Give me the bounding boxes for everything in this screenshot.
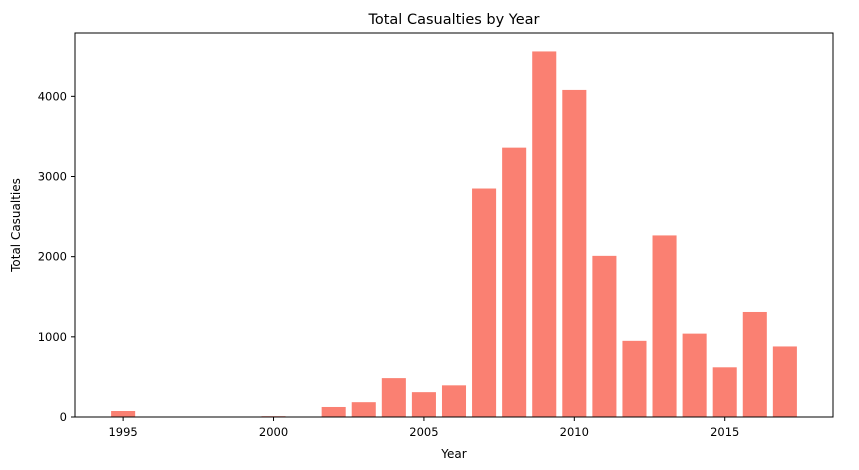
bar-2008 — [502, 147, 527, 417]
bar-2004 — [381, 378, 406, 417]
y-axis-ticks: 0 1000 2000 3000 4000 — [38, 89, 75, 424]
bar-2010 — [562, 89, 587, 418]
x-axis-ticks: 1995 2000 2005 2010 2015 — [108, 417, 739, 439]
bar-2015 — [712, 367, 737, 417]
y-tick-label: 4000 — [38, 89, 67, 103]
y-axis-label: Total Casualties — [9, 178, 23, 273]
bar-2013 — [652, 235, 677, 417]
y-tick-label: 1000 — [38, 330, 67, 344]
bar-2017 — [772, 346, 797, 417]
bar-2003 — [351, 402, 376, 417]
x-tick-label: 2010 — [560, 425, 589, 439]
bar-1995 — [111, 410, 136, 417]
y-tick-label: 2000 — [38, 250, 67, 264]
x-tick-label: 2005 — [409, 425, 438, 439]
plot-frame — [74, 32, 834, 418]
y-tick-label: 0 — [60, 410, 67, 424]
bar-2009 — [532, 51, 557, 417]
bar-2002 — [321, 406, 346, 417]
bar-2011 — [592, 255, 617, 417]
chart-title: Total Casualties by Year — [367, 12, 539, 28]
bar-2007 — [472, 188, 497, 417]
x-tick-label: 2000 — [259, 425, 288, 439]
x-axis-label: Year — [440, 447, 466, 461]
y-tick-label: 3000 — [38, 169, 67, 183]
bar-2012 — [622, 340, 647, 417]
bar-2014 — [682, 333, 707, 417]
x-tick-label: 1995 — [108, 425, 137, 439]
bar-2005 — [411, 392, 436, 417]
x-tick-label: 2015 — [710, 425, 739, 439]
bar-2006 — [441, 385, 467, 417]
bar-2016 — [742, 311, 767, 417]
bars-group — [111, 51, 797, 418]
